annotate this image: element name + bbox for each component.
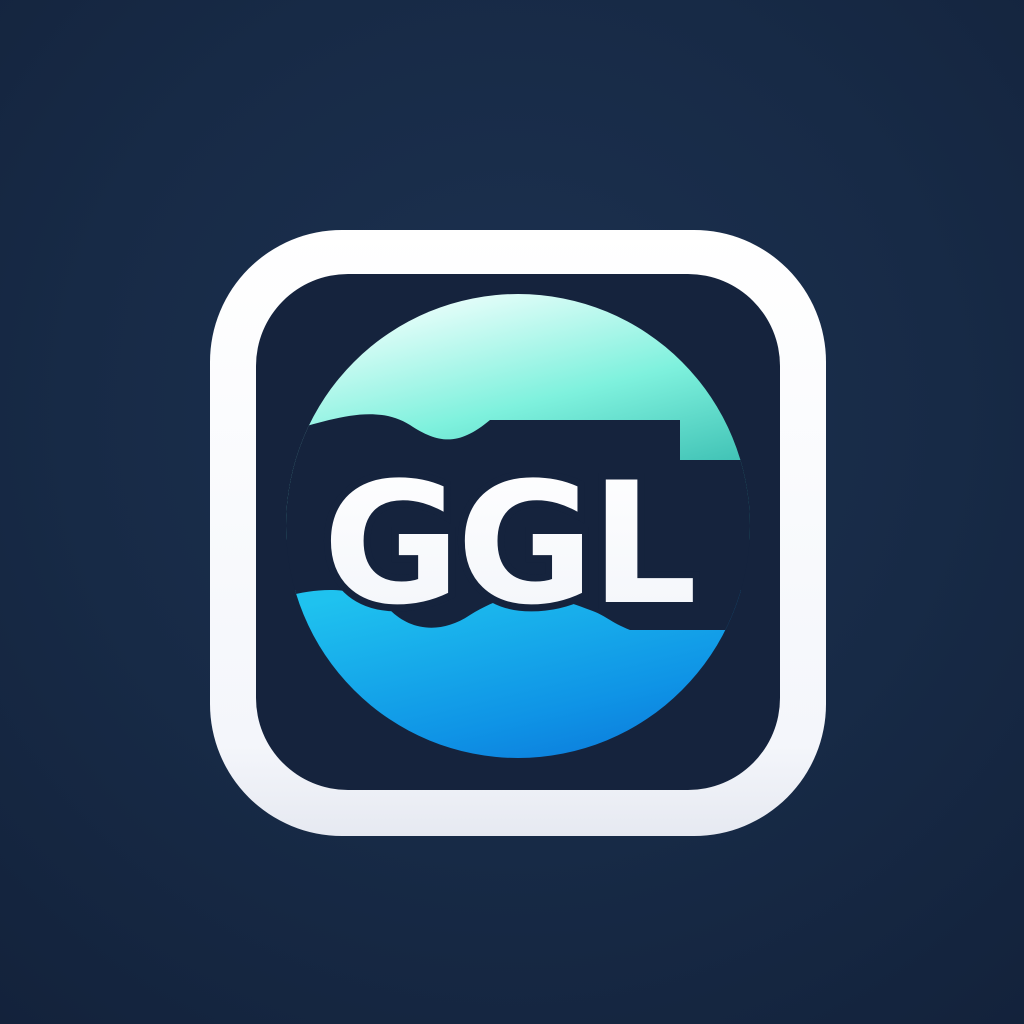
app-icon[interactable]: GGL: [210, 230, 826, 836]
logo-mark: GGL: [210, 230, 826, 836]
logo-wordmark: GGL: [323, 446, 694, 642]
